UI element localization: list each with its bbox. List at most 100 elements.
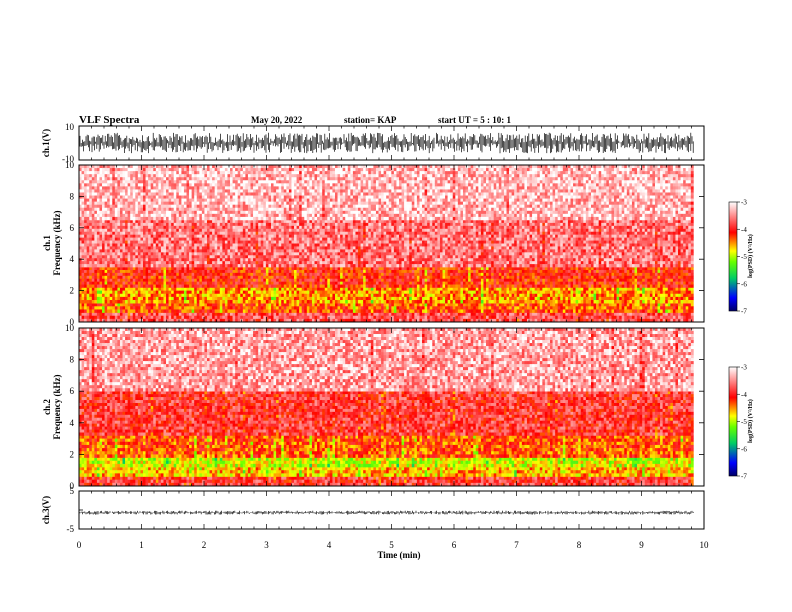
spectrogram-cell	[135, 226, 138, 229]
spectrogram-cell	[271, 291, 274, 294]
spectrogram-cell	[179, 246, 182, 249]
spectrogram-cell	[535, 316, 538, 319]
spectrogram-cell	[330, 303, 333, 306]
spectrogram-cell	[194, 309, 197, 312]
spectrogram-cell	[524, 287, 527, 290]
spectrogram-cell	[158, 309, 161, 312]
spectrogram-cell	[330, 309, 333, 312]
spectrogram-cell	[604, 273, 607, 276]
spectrogram-cell	[112, 313, 115, 316]
spectrogram-cell	[435, 276, 438, 279]
spectrogram-cell	[184, 300, 187, 303]
ch1-voltage-axis-label: ch.1(V)	[41, 129, 51, 157]
spectrogram-cell	[123, 291, 126, 294]
spectrogram-cell	[683, 270, 686, 273]
spectrogram-cell	[604, 279, 607, 282]
spectrogram-cell	[140, 264, 143, 267]
spectrogram-cell	[445, 279, 448, 282]
spectrogram-cell	[217, 279, 220, 282]
spectrogram-cell	[340, 316, 343, 319]
spectrogram-cell	[156, 273, 159, 276]
spectrogram-cell	[373, 309, 376, 312]
spectrogram-cell	[655, 273, 658, 276]
spectrogram-cell	[402, 291, 405, 294]
spectrogram-cell	[181, 255, 184, 258]
spectrogram-cell	[99, 261, 102, 264]
spectrogram-cell	[417, 291, 420, 294]
spectrogram-cell	[366, 303, 369, 306]
spectrogram-cell	[281, 309, 284, 312]
spectrogram-cell	[133, 244, 136, 247]
spectrogram-cell	[166, 270, 169, 273]
spectrogram-cell	[268, 316, 271, 319]
spectrogram-cell	[517, 306, 520, 309]
spectrogram-cell	[87, 229, 90, 232]
spectrogram-cell	[125, 309, 128, 312]
spectrogram-cell	[105, 287, 108, 290]
spectrogram-cell	[133, 273, 136, 276]
spectrogram-cell	[130, 220, 133, 223]
spectrogram-cell	[202, 313, 205, 316]
spectrogram-cell	[366, 291, 369, 294]
spectrogram-cell	[537, 306, 540, 309]
spectrogram-cell	[263, 282, 266, 285]
spectrogram-cell	[248, 306, 251, 309]
spectrogram-cell	[606, 287, 609, 290]
spectrogram-cell	[658, 276, 661, 279]
spectrogram-cell	[430, 270, 433, 273]
spectrogram-cell	[658, 313, 661, 316]
spectrogram-cell	[596, 303, 599, 306]
spectrogram-cell	[227, 267, 230, 270]
spectrogram-cell	[376, 291, 379, 294]
spectrogram-cell	[286, 300, 289, 303]
spectrogram-cell	[363, 287, 366, 290]
vlf-spectra-figure: VLF Spectra May 20, 2022 station= KAP st…	[0, 0, 792, 612]
spectrogram-cell	[133, 282, 136, 285]
spectrogram-cell	[419, 303, 422, 306]
spectrogram-cell	[522, 267, 525, 270]
spectrogram-cell	[604, 313, 607, 316]
spectrogram-cell	[553, 273, 556, 276]
spectrogram-cell	[427, 309, 430, 312]
spectrogram-cell	[468, 303, 471, 306]
spectrogram-cell	[330, 285, 333, 288]
spectrogram-cell	[89, 223, 92, 226]
spectrogram-cell	[84, 261, 87, 264]
spectrogram-cell	[243, 267, 246, 270]
spectrogram-cell	[427, 270, 430, 273]
spectrogram-cell	[353, 297, 356, 300]
spectrogram-cell	[678, 285, 681, 288]
spectrogram-cell	[583, 313, 586, 316]
spectrogram-cell	[594, 294, 597, 297]
spectrogram-cell	[279, 316, 282, 319]
spectrogram-cell	[171, 297, 174, 300]
spectrogram-cell	[89, 285, 92, 288]
spectrogram-cell	[686, 313, 689, 316]
spectrogram-cell	[583, 316, 586, 319]
spectrogram-cell	[466, 267, 469, 270]
spectrogram-cell	[675, 309, 678, 312]
spectrogram-cell	[458, 297, 461, 300]
spectrogram-cell	[133, 223, 136, 226]
spectrogram-cell	[286, 297, 289, 300]
spectrogram-cell	[320, 294, 323, 297]
spectrogram-cell	[89, 261, 92, 264]
spectrogram-cell	[348, 291, 351, 294]
spectrogram-cell	[394, 316, 397, 319]
spectrogram-cell	[635, 276, 638, 279]
spectrogram-cell	[156, 241, 159, 244]
spectrogram-cell	[179, 258, 182, 261]
spectrogram-cell	[532, 306, 535, 309]
spectrogram-cell	[652, 316, 655, 319]
spectrogram-cell	[617, 270, 620, 273]
spectrogram-cell	[222, 297, 225, 300]
spectrogram-cell	[542, 313, 545, 316]
spectrogram-cell	[156, 282, 159, 285]
spectrogram-cell	[281, 300, 284, 303]
spectrogram-cell	[294, 303, 297, 306]
spectrogram-cell	[276, 291, 279, 294]
spectrogram-cell	[652, 285, 655, 288]
spectrogram-cell	[514, 270, 517, 273]
spectrogram-cell	[279, 273, 282, 276]
spectrogram-cell	[591, 316, 594, 319]
